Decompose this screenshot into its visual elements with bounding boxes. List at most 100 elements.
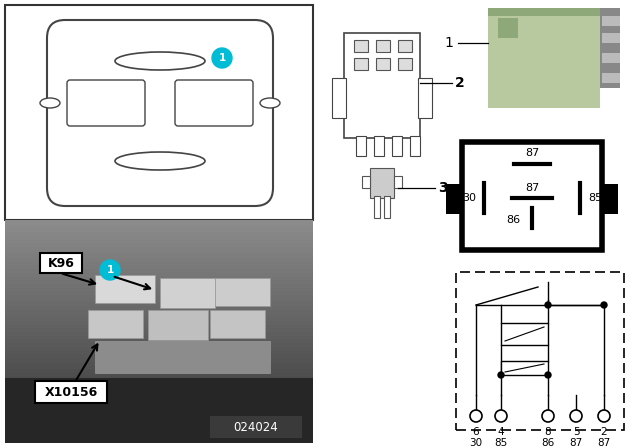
Bar — [5, 294, 313, 299]
Bar — [602, 16, 620, 26]
Bar — [5, 261, 313, 265]
Bar — [498, 18, 518, 38]
FancyBboxPatch shape — [67, 80, 145, 126]
Bar — [501, 323, 548, 345]
Bar — [5, 242, 313, 247]
Bar — [5, 379, 313, 384]
Text: 1: 1 — [106, 265, 114, 275]
Bar — [5, 361, 313, 365]
Bar — [5, 253, 313, 258]
Text: 4: 4 — [498, 427, 504, 437]
Bar — [5, 309, 313, 314]
Text: X10156: X10156 — [44, 385, 98, 399]
Text: K96: K96 — [47, 257, 74, 270]
Bar — [5, 435, 313, 439]
Bar — [5, 398, 313, 402]
Text: 1: 1 — [218, 53, 226, 63]
Bar — [456, 272, 624, 430]
Bar — [5, 342, 313, 347]
Bar — [488, 8, 600, 16]
Text: 87: 87 — [570, 438, 582, 448]
Bar — [5, 420, 313, 425]
Bar — [5, 327, 313, 332]
Bar — [5, 431, 313, 435]
FancyBboxPatch shape — [47, 20, 273, 206]
Circle shape — [470, 410, 482, 422]
Bar — [5, 405, 313, 410]
Bar — [5, 302, 313, 306]
Text: 2: 2 — [455, 76, 465, 90]
Bar — [5, 383, 313, 388]
Bar — [376, 58, 390, 70]
Bar — [332, 78, 346, 118]
Bar — [210, 416, 302, 438]
Bar — [362, 176, 370, 188]
Bar — [160, 278, 215, 308]
Bar — [354, 40, 368, 52]
Ellipse shape — [115, 52, 205, 70]
Bar — [5, 250, 313, 254]
Bar — [95, 275, 155, 303]
Bar — [5, 220, 313, 225]
Bar — [602, 184, 618, 214]
Bar — [5, 409, 313, 414]
Bar — [5, 372, 313, 376]
FancyBboxPatch shape — [175, 80, 253, 126]
Text: 87: 87 — [525, 183, 539, 193]
Bar — [5, 331, 313, 336]
Circle shape — [545, 372, 551, 378]
Text: 30: 30 — [469, 438, 483, 448]
Bar — [354, 58, 368, 70]
Bar — [5, 357, 313, 362]
Ellipse shape — [40, 98, 60, 108]
Bar — [374, 196, 380, 218]
Bar — [5, 246, 313, 250]
Bar — [376, 40, 390, 52]
Bar — [5, 323, 313, 328]
Bar — [446, 184, 462, 214]
Bar — [392, 136, 402, 156]
Bar — [5, 394, 313, 399]
Bar — [5, 413, 313, 417]
Bar — [5, 272, 313, 276]
Text: 86: 86 — [541, 438, 555, 448]
Circle shape — [495, 410, 507, 422]
Bar — [600, 8, 620, 88]
Bar — [602, 73, 620, 83]
Bar — [5, 364, 313, 369]
Bar — [5, 298, 313, 302]
Bar — [35, 381, 107, 403]
Bar — [5, 387, 313, 391]
Circle shape — [212, 48, 232, 68]
Bar — [215, 278, 270, 306]
Circle shape — [498, 372, 504, 378]
Text: 5: 5 — [573, 427, 579, 437]
Bar — [5, 320, 313, 325]
Bar — [5, 283, 313, 288]
Bar — [5, 287, 313, 291]
Bar — [40, 253, 82, 273]
Bar — [602, 33, 620, 43]
Text: 87: 87 — [525, 148, 539, 158]
Bar — [5, 375, 313, 380]
Bar — [5, 416, 313, 421]
Bar — [5, 378, 313, 443]
Text: 3: 3 — [438, 181, 447, 195]
Bar — [344, 33, 420, 138]
Circle shape — [598, 410, 610, 422]
Text: 30: 30 — [462, 193, 476, 203]
Bar — [5, 264, 313, 269]
Bar — [210, 310, 265, 338]
Bar — [5, 423, 313, 428]
Bar — [5, 427, 313, 432]
Bar — [5, 228, 313, 232]
Bar — [356, 136, 366, 156]
Bar — [394, 176, 402, 188]
Circle shape — [570, 410, 582, 422]
Bar — [5, 346, 313, 350]
Bar — [5, 353, 313, 358]
Text: 2: 2 — [601, 427, 607, 437]
Text: 1: 1 — [444, 36, 453, 50]
Bar — [5, 276, 313, 280]
Bar — [5, 231, 313, 236]
